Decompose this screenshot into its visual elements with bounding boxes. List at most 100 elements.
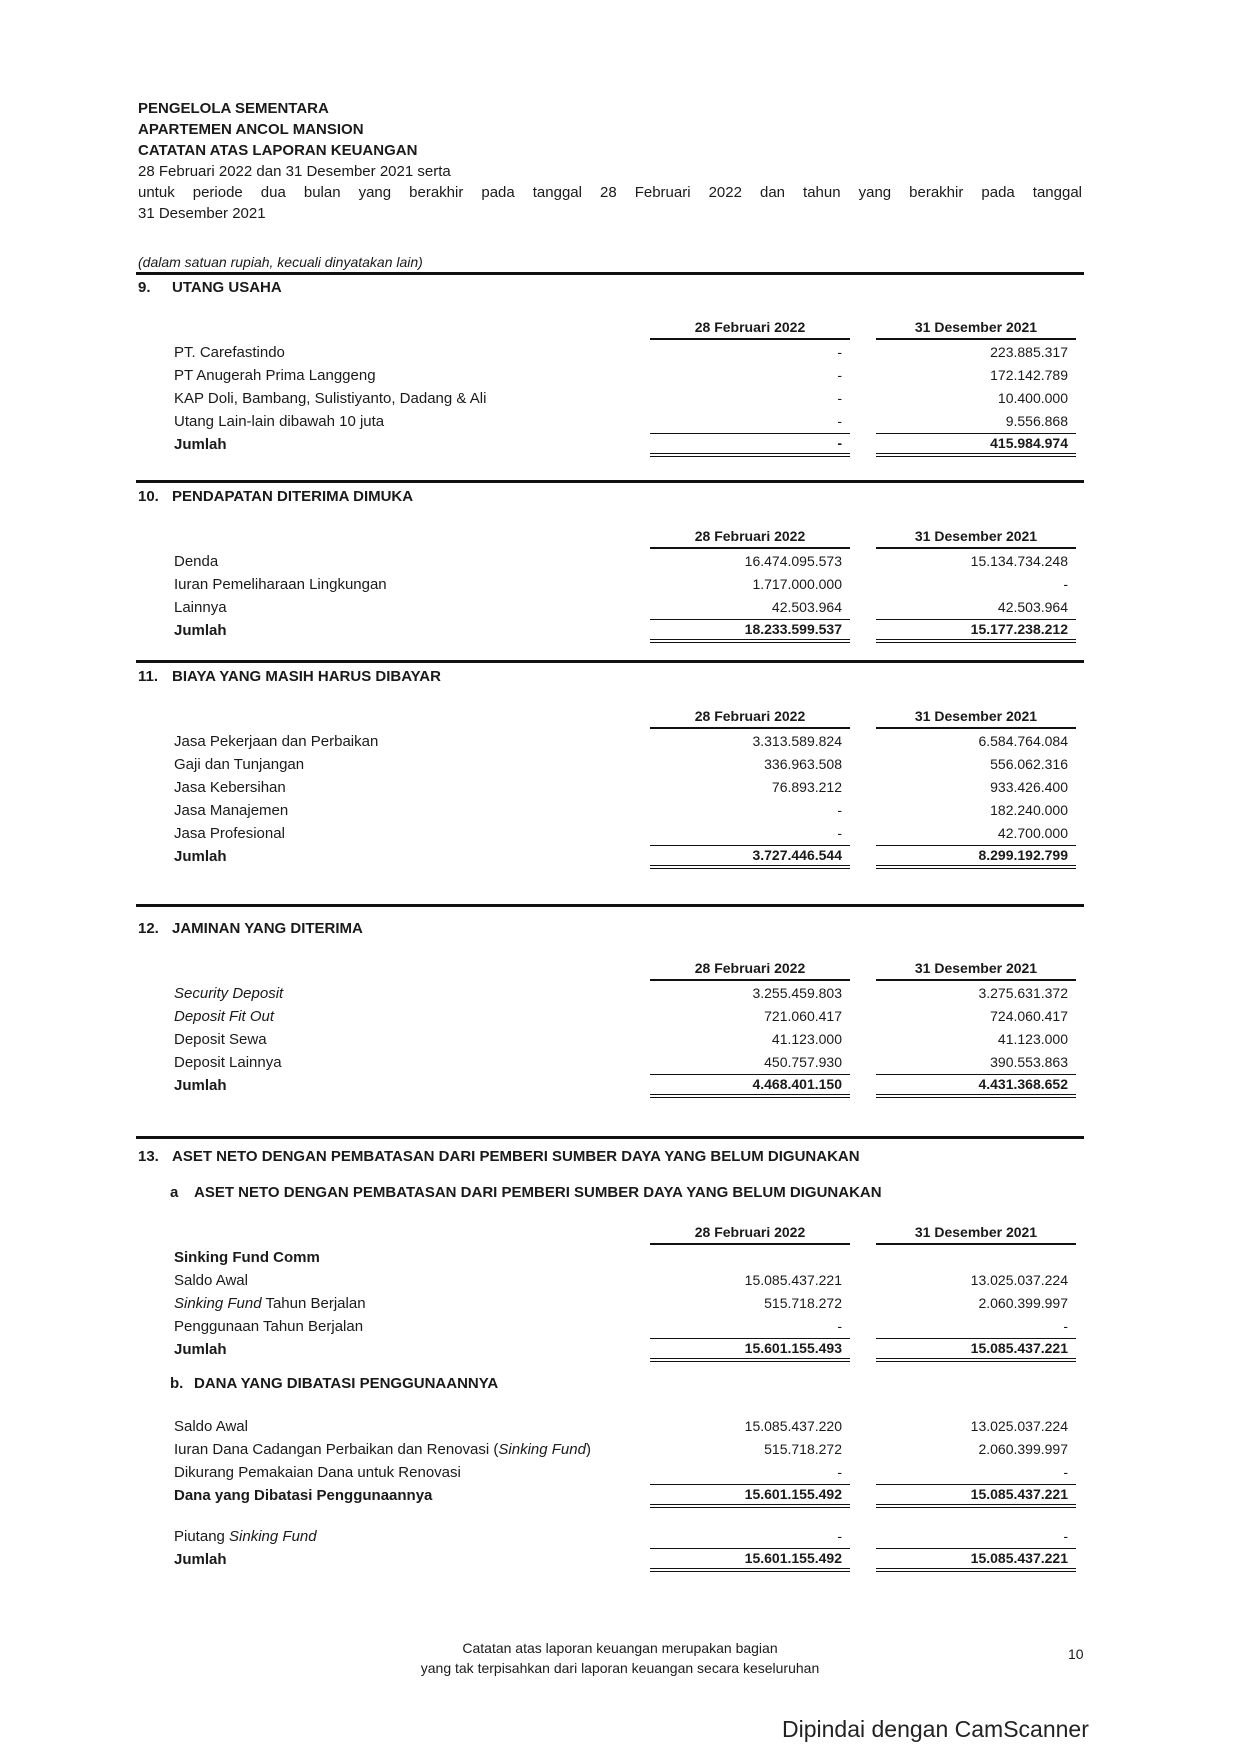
section-9: 9. UTANG USAHA 28 Februari 2022 31 Desember… [138, 279, 1084, 457]
value-feb-2022: 16.474.095.573 [744, 553, 842, 569]
value-feb-2022: - [837, 1528, 842, 1544]
footer-note: Catatan atas laporan keuangan merupakan … [420, 1640, 820, 1676]
section-title: 13. ASET NETO DENGAN PEMBATASAN DARI PEMB… [138, 1148, 860, 1165]
row-label: Dikurang Pemakaian Dana untuk Renovasi [174, 1461, 461, 1484]
row-label: Sinking Fund Tahun Berjalan [174, 1292, 366, 1315]
section-13b: b. DANA YANG DIBATASI PENGGUNAANNYA Saldo … [138, 1375, 1084, 1572]
label-part: Lainnya [174, 599, 227, 616]
section-number: a [170, 1184, 179, 1201]
section-title-text: JAMINAN YANG DITERIMA [172, 920, 363, 937]
row-label: Iuran Dana Cadangan Perbaikan dan Renova… [174, 1438, 591, 1461]
table-row: Piutang Sinking Fund - - [138, 1525, 1084, 1548]
label-part: KAP Doli, Bambang, Sulistiyanto, Dadang … [174, 390, 487, 407]
value-dec-2021: 42.503.964 [997, 599, 1068, 615]
column-headers: 28 Februari 2022 31 Desember 2021 [138, 1212, 1084, 1246]
value-dec-2021: 2.060.399.997 [978, 1441, 1068, 1457]
value-dec-2021: 10.400.000 [997, 390, 1068, 406]
row-label: Saldo Awal [174, 1269, 248, 1292]
column-header-feb-2022: 28 Februari 2022 [650, 708, 850, 729]
label-part: Jumlah [174, 436, 227, 453]
period-end: 31 Desember 2021 [138, 205, 266, 222]
row-label: Piutang Sinking Fund [174, 1525, 317, 1548]
label-part: Dana yang Dibatasi Penggunaannya [174, 1487, 433, 1504]
row-label: Jumlah [174, 1548, 227, 1571]
label-part: ) [585, 1441, 591, 1458]
column-headers: 28 Februari 2022 31 Desember 2021 [138, 307, 1084, 341]
row-label: Deposit Lainnya [174, 1051, 282, 1074]
table-row: PT Anugerah Prima Langgeng - 172.142.789 [138, 364, 1084, 387]
section-title-text: UTANG USAHA [172, 279, 282, 296]
total-row: Jumlah 4.468.401.150 4.431.368.652 [138, 1074, 1084, 1098]
label-part: Jasa Manajemen [174, 802, 289, 819]
value-dec-2021: - [1063, 1464, 1068, 1480]
table-row: Security Deposit 3.255.459.803 3.275.631.3… [138, 982, 1084, 1005]
row-label: Iuran Pemeliharaan Lingkungan [174, 573, 387, 596]
section-title: 9. UTANG USAHA [138, 279, 1084, 301]
divider [136, 660, 1084, 663]
label-part: Deposit Sewa [174, 1031, 267, 1048]
value-feb-2022: 3.727.446.544 [650, 845, 850, 869]
column-header-feb-2022: 28 Februari 2022 [650, 960, 850, 981]
section-number: 12. [138, 920, 159, 937]
value-dec-2021: 15.085.437.221 [876, 1484, 1076, 1508]
value-feb-2022: - [837, 1464, 842, 1480]
row-label: KAP Doli, Bambang, Sulistiyanto, Dadang … [174, 387, 486, 410]
row-label: Jumlah [174, 845, 227, 868]
spacer [138, 1507, 1084, 1525]
column-header-dec-2021: 31 Desember 2021 [876, 319, 1076, 340]
total-row: Jumlah 3.727.446.544 8.299.192.799 [138, 845, 1084, 869]
table-row: Deposit Lainnya 450.757.930 390.553.863 [138, 1051, 1084, 1074]
value-feb-2022: 76.893.212 [771, 779, 842, 795]
table-row: Deposit Sewa 41.123.000 41.123.000 [138, 1028, 1084, 1051]
table-row: Jasa Profesional - 42.700.000 [138, 822, 1084, 845]
label-part: Sinking Fund Comm [174, 1249, 320, 1266]
row-label: Denda [174, 550, 218, 573]
column-header-dec-2021: 31 Desember 2021 [876, 1224, 1076, 1245]
value-dec-2021: 15.134.734.248 [970, 553, 1068, 569]
table-row: Jasa Manajemen - 182.240.000 [138, 799, 1084, 822]
row-label: PT. Carefastindo [174, 341, 285, 364]
label-part: Sinking Fund [229, 1528, 317, 1545]
value-feb-2022: 18.233.599.537 [650, 619, 850, 643]
value-dec-2021: 8.299.192.799 [876, 845, 1076, 869]
table-row: Denda 16.474.095.573 15.134.734.248 [138, 550, 1084, 573]
section-13: 13. ASET NETO DENGAN PEMBATASAN DARI PEMB… [138, 1148, 1084, 1572]
label-part: Utang Lain-lain dibawah 10 juta [174, 413, 385, 430]
total-row: Jumlah - 415.984.974 [138, 433, 1084, 457]
label-part: PT. Carefastindo [174, 344, 285, 361]
value-feb-2022: 15.601.155.493 [650, 1338, 850, 1362]
value-dec-2021: 556.062.316 [990, 756, 1068, 772]
column-headers: 28 Februari 2022 31 Desember 2021 [138, 948, 1084, 982]
value-dec-2021: 9.556.868 [1005, 413, 1068, 429]
section-number: b. [170, 1375, 184, 1392]
section-title-text: BIAYA YANG MASIH HARUS DIBAYAR [172, 668, 441, 685]
table-row: Lainnya 42.503.964 42.503.964 [138, 596, 1084, 619]
entity-name: APARTEMEN ANCOL MANSION [138, 121, 364, 138]
label-part: Jumlah [174, 848, 227, 865]
value-dec-2021: 172.142.789 [990, 367, 1068, 383]
total-row: Jumlah 18.233.599.537 15.177.238.212 [138, 619, 1084, 643]
column-header-feb-2022: 28 Februari 2022 [650, 1224, 850, 1245]
row-label: Deposit Fit Out [174, 1005, 274, 1028]
value-feb-2022: 3.255.459.803 [752, 985, 842, 1001]
spacer [138, 1397, 1084, 1415]
value-feb-2022: 515.718.272 [764, 1441, 842, 1457]
row-label: PT Anugerah Prima Langgeng [174, 364, 376, 387]
value-dec-2021: 724.060.417 [990, 1008, 1068, 1024]
value-feb-2022: - [837, 390, 842, 406]
row-label: Deposit Sewa [174, 1028, 267, 1051]
value-dec-2021: - [1063, 1528, 1068, 1544]
table-row: Sinking Fund Tahun Berjalan 515.718.272 2.… [138, 1292, 1084, 1315]
table-row: Sinking Fund Comm [138, 1246, 1084, 1269]
total-row: Dana yang Dibatasi Penggunaannya 15.601.1… [138, 1484, 1084, 1508]
value-feb-2022: 450.757.930 [764, 1054, 842, 1070]
value-dec-2021: 13.025.037.224 [970, 1418, 1068, 1434]
value-dec-2021: - [1063, 1318, 1068, 1334]
row-label: Penggunaan Tahun Berjalan [174, 1315, 363, 1338]
label-part: Saldo Awal [174, 1272, 248, 1289]
value-dec-2021: 13.025.037.224 [970, 1272, 1068, 1288]
section-title-text: PENDAPATAN DITERIMA DIMUKA [172, 488, 414, 505]
label-part: Piutang [174, 1528, 230, 1545]
document-title: CATATAN ATAS LAPORAN KEUANGAN [138, 142, 418, 159]
value-feb-2022: 721.060.417 [764, 1008, 842, 1024]
